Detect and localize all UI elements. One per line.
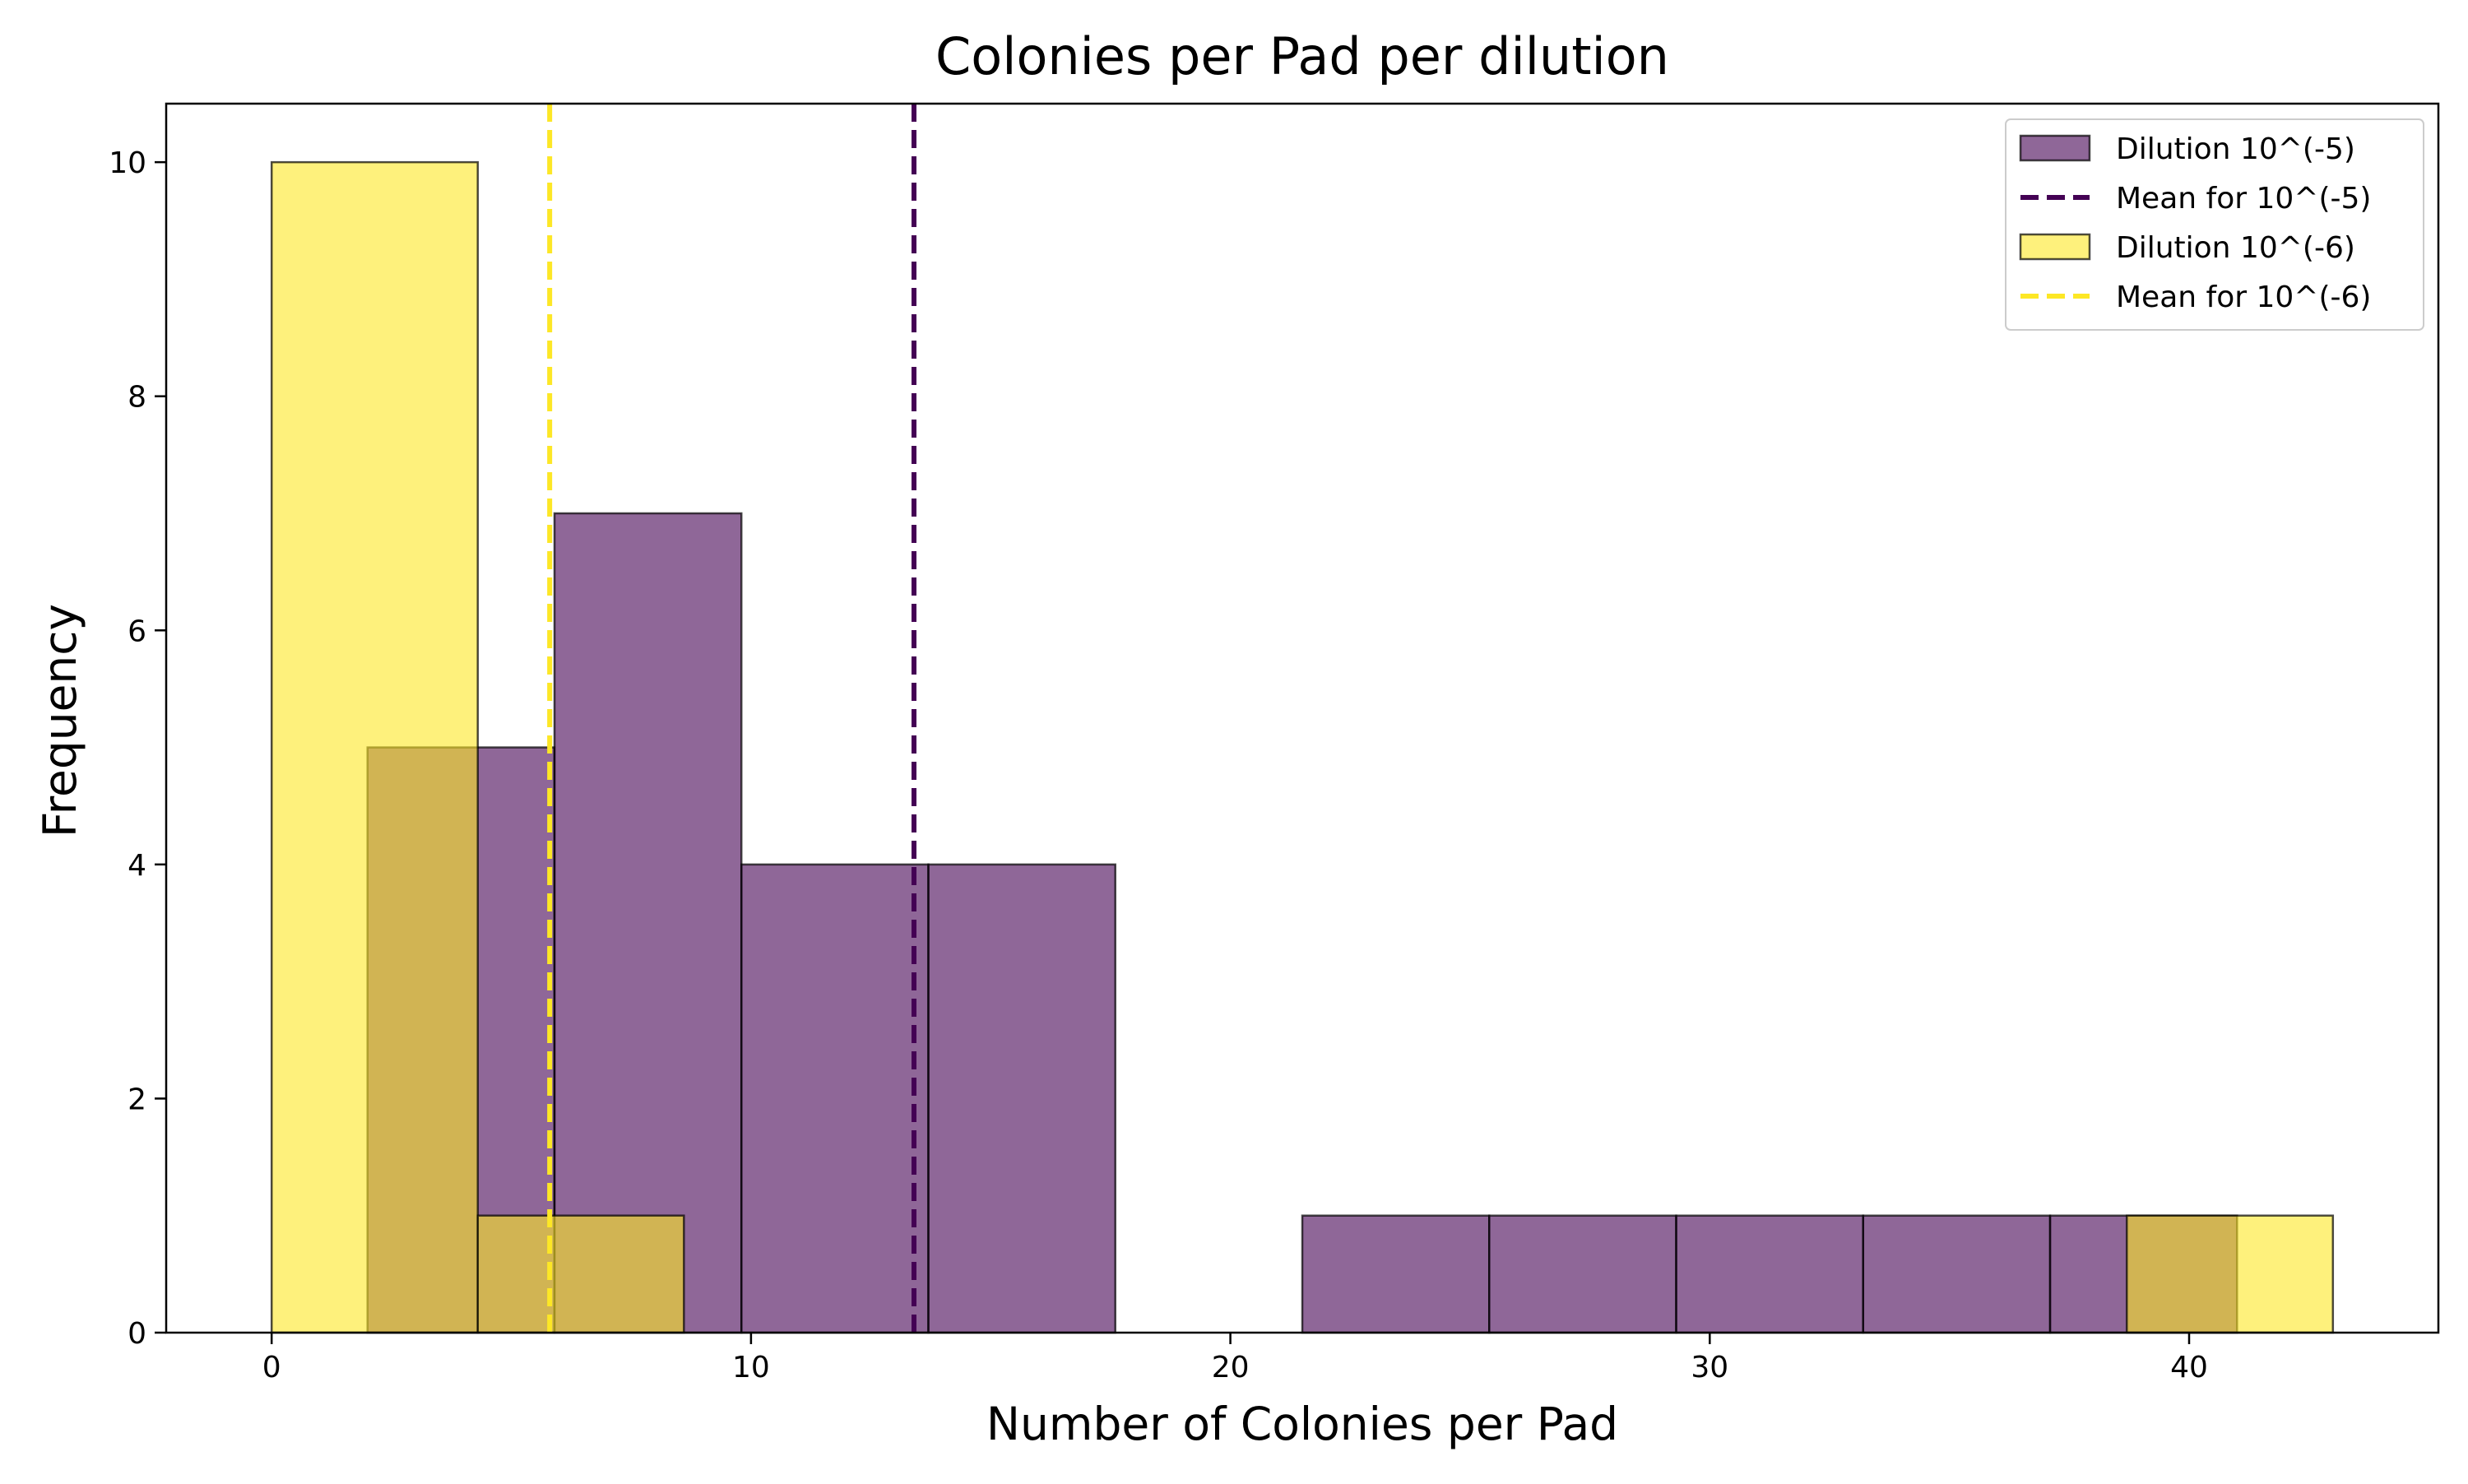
y-tick-label: 0 (128, 1317, 146, 1351)
histogram-bar (553, 512, 743, 1334)
x-axis-label: Number of Colonies per Pad (986, 1398, 1618, 1450)
legend-swatch (2019, 134, 2091, 162)
histogram-bars (270, 160, 2335, 1334)
x-tick-label: 0 (262, 1351, 281, 1384)
y-axis-label: Frequency (34, 604, 86, 837)
histogram-bar (1488, 1214, 1677, 1334)
y-tick-label: 10 (109, 146, 146, 180)
histogram-bar (927, 863, 1116, 1334)
chart-title: Colonies per Pad per dilution (935, 26, 1669, 86)
y-axis-ticks: 0 2 4 6 8 10 (109, 146, 166, 1351)
legend-label: Mean for 10^(-6) (2116, 281, 2371, 314)
histogram-bar (1301, 1214, 1491, 1334)
y-tick-label: 6 (128, 614, 146, 648)
chart-legend: Dilution 10^(-5) Mean for 10^(-5) Dilution… (2005, 118, 2424, 331)
y-tick-label: 4 (128, 849, 146, 883)
histogram-bar (476, 1214, 685, 1334)
x-axis-ticks: 0 10 20 30 40 (262, 1333, 2208, 1384)
histogram-bar (270, 160, 480, 1334)
legend-label: Dilution 10^(-6) (2116, 231, 2355, 265)
legend-label: Dilution 10^(-5) (2116, 132, 2355, 166)
x-tick-label: 10 (732, 1351, 770, 1384)
x-tick-label: 20 (1212, 1351, 1250, 1384)
legend-frame (2005, 118, 2424, 331)
legend-swatch (2019, 233, 2091, 261)
histogram-bar (1862, 1214, 2052, 1334)
mean-lines (547, 104, 917, 1333)
histogram-bar (740, 863, 930, 1334)
x-tick-label: 30 (1691, 1351, 1728, 1384)
legend-items: Dilution 10^(-5) Mean for 10^(-5) Dilution… (2019, 132, 2371, 314)
histogram-bar (1675, 1214, 1865, 1334)
legend-label: Mean for 10^(-5) (2116, 182, 2371, 216)
y-tick-label: 8 (128, 381, 146, 415)
plot-frame (165, 102, 2440, 1334)
histogram-bar (2125, 1214, 2335, 1334)
y-tick-label: 2 (128, 1083, 146, 1116)
x-tick-label: 40 (2170, 1351, 2208, 1384)
